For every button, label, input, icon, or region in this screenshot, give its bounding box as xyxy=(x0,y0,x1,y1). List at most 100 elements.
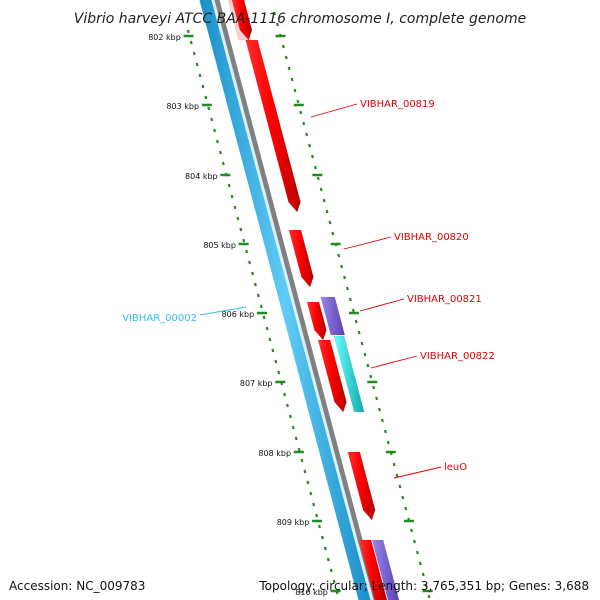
minor-tick xyxy=(345,286,349,291)
minor-tick xyxy=(186,29,190,34)
minor-tick xyxy=(395,473,399,478)
minor-tick xyxy=(415,550,419,555)
cds-arrow xyxy=(306,301,327,341)
cds-cyan-feature xyxy=(333,335,365,413)
minor-tick xyxy=(315,513,319,518)
minor-tick xyxy=(308,143,312,148)
minor-tick xyxy=(251,271,254,276)
gene-label-leader xyxy=(359,298,405,312)
minor-tick xyxy=(288,414,292,419)
tick-label: 809 kbp xyxy=(277,518,310,527)
minor-tick xyxy=(319,187,323,192)
minor-tick xyxy=(213,128,217,133)
minor-tick xyxy=(410,528,414,533)
inner-tick-ring xyxy=(183,29,341,595)
gene-label[interactable]: VIBHAR_00822 xyxy=(420,351,495,362)
minor-tick xyxy=(380,418,384,423)
gene-label-leader xyxy=(343,236,392,250)
minor-tick xyxy=(332,579,336,584)
map-title: Vibrio harveyi ATCC BAA-1116 chromosome … xyxy=(74,11,526,27)
tick-label: 810 kbp xyxy=(295,588,328,597)
minor-tick xyxy=(297,447,301,452)
minor-tick xyxy=(227,183,231,188)
minor-tick xyxy=(331,231,335,236)
minor-tick xyxy=(300,458,304,463)
minor-tick xyxy=(328,220,332,225)
tick-label: 807 kbp xyxy=(240,379,273,388)
minor-tick xyxy=(404,506,408,511)
minor-tick xyxy=(271,348,275,353)
cds-arrow xyxy=(358,539,388,600)
minor-tick xyxy=(189,40,193,45)
minor-tick xyxy=(337,253,341,258)
minor-tick xyxy=(195,62,199,67)
cds-arrow xyxy=(245,39,301,213)
minor-tick xyxy=(273,11,277,16)
minor-tick xyxy=(290,77,294,82)
gene-label-leader xyxy=(370,355,418,369)
minor-tick xyxy=(375,396,379,401)
minor-tick xyxy=(262,315,266,320)
gene-label[interactable]: VIBHAR_00821 xyxy=(407,294,482,305)
minor-tick xyxy=(309,491,313,496)
gene-label-leader xyxy=(199,306,247,316)
tick-label: 803 kbp xyxy=(166,102,199,111)
backbone-gap xyxy=(211,0,374,600)
gene-label[interactable]: VIBHAR_00819 xyxy=(360,99,435,110)
gene-label[interactable]: leuO xyxy=(444,462,467,473)
minor-tick xyxy=(369,374,373,379)
gene-label[interactable]: VIBHAR_00002 xyxy=(122,313,197,324)
minor-tick xyxy=(360,341,364,346)
topology-summary: Topology: circular; Length: 3,765,351 bp… xyxy=(259,579,589,593)
minor-tick xyxy=(313,165,317,170)
minor-tick xyxy=(392,462,396,467)
minor-tick xyxy=(424,583,428,588)
minor-tick xyxy=(372,385,376,390)
minor-tick xyxy=(198,73,202,78)
minor-tick xyxy=(285,403,289,408)
minor-tick xyxy=(204,95,208,100)
backbone-blue-ring xyxy=(199,0,371,600)
minor-tick xyxy=(245,249,249,254)
tick-label: 806 kbp xyxy=(222,310,255,319)
minor-tick xyxy=(216,139,219,144)
minor-tick xyxy=(210,117,214,122)
minor-tick xyxy=(306,480,310,485)
minor-tick xyxy=(233,205,237,210)
minor-tick xyxy=(318,524,321,529)
minor-tick xyxy=(221,161,225,166)
minor-tick xyxy=(427,594,431,599)
minor-tick xyxy=(281,44,285,49)
minor-tick xyxy=(329,568,333,573)
gene-label[interactable]: VIBHAR_00820 xyxy=(394,232,469,243)
minor-tick xyxy=(242,238,246,243)
tick-label: 808 kbp xyxy=(258,449,291,458)
backbone-gray-ring xyxy=(214,0,379,600)
minor-tick xyxy=(268,337,272,342)
minor-tick xyxy=(351,308,355,313)
tick-label: 802 kbp xyxy=(148,33,181,42)
minor-tick xyxy=(291,425,295,430)
rna-feature xyxy=(371,539,400,600)
minor-tick xyxy=(277,370,281,375)
minor-tick xyxy=(311,154,314,159)
minor-tick xyxy=(192,51,196,56)
minor-tick xyxy=(323,546,327,551)
minor-tick xyxy=(413,539,416,544)
tick-label: 805 kbp xyxy=(203,241,236,250)
minor-tick xyxy=(421,572,425,577)
minor-tick xyxy=(383,429,387,434)
minor-tick xyxy=(398,484,402,489)
cds-arrow xyxy=(317,339,347,413)
minor-tick xyxy=(287,66,291,71)
minor-tick xyxy=(239,227,243,232)
minor-tick xyxy=(305,132,309,137)
cds-arrow xyxy=(288,229,314,288)
minor-tick xyxy=(248,260,252,265)
minor-tick xyxy=(322,198,326,203)
minor-tick xyxy=(207,106,211,111)
minor-tick xyxy=(296,99,300,104)
minor-tick xyxy=(201,84,205,89)
minor-tick xyxy=(283,392,287,397)
minor-tick xyxy=(418,561,422,566)
